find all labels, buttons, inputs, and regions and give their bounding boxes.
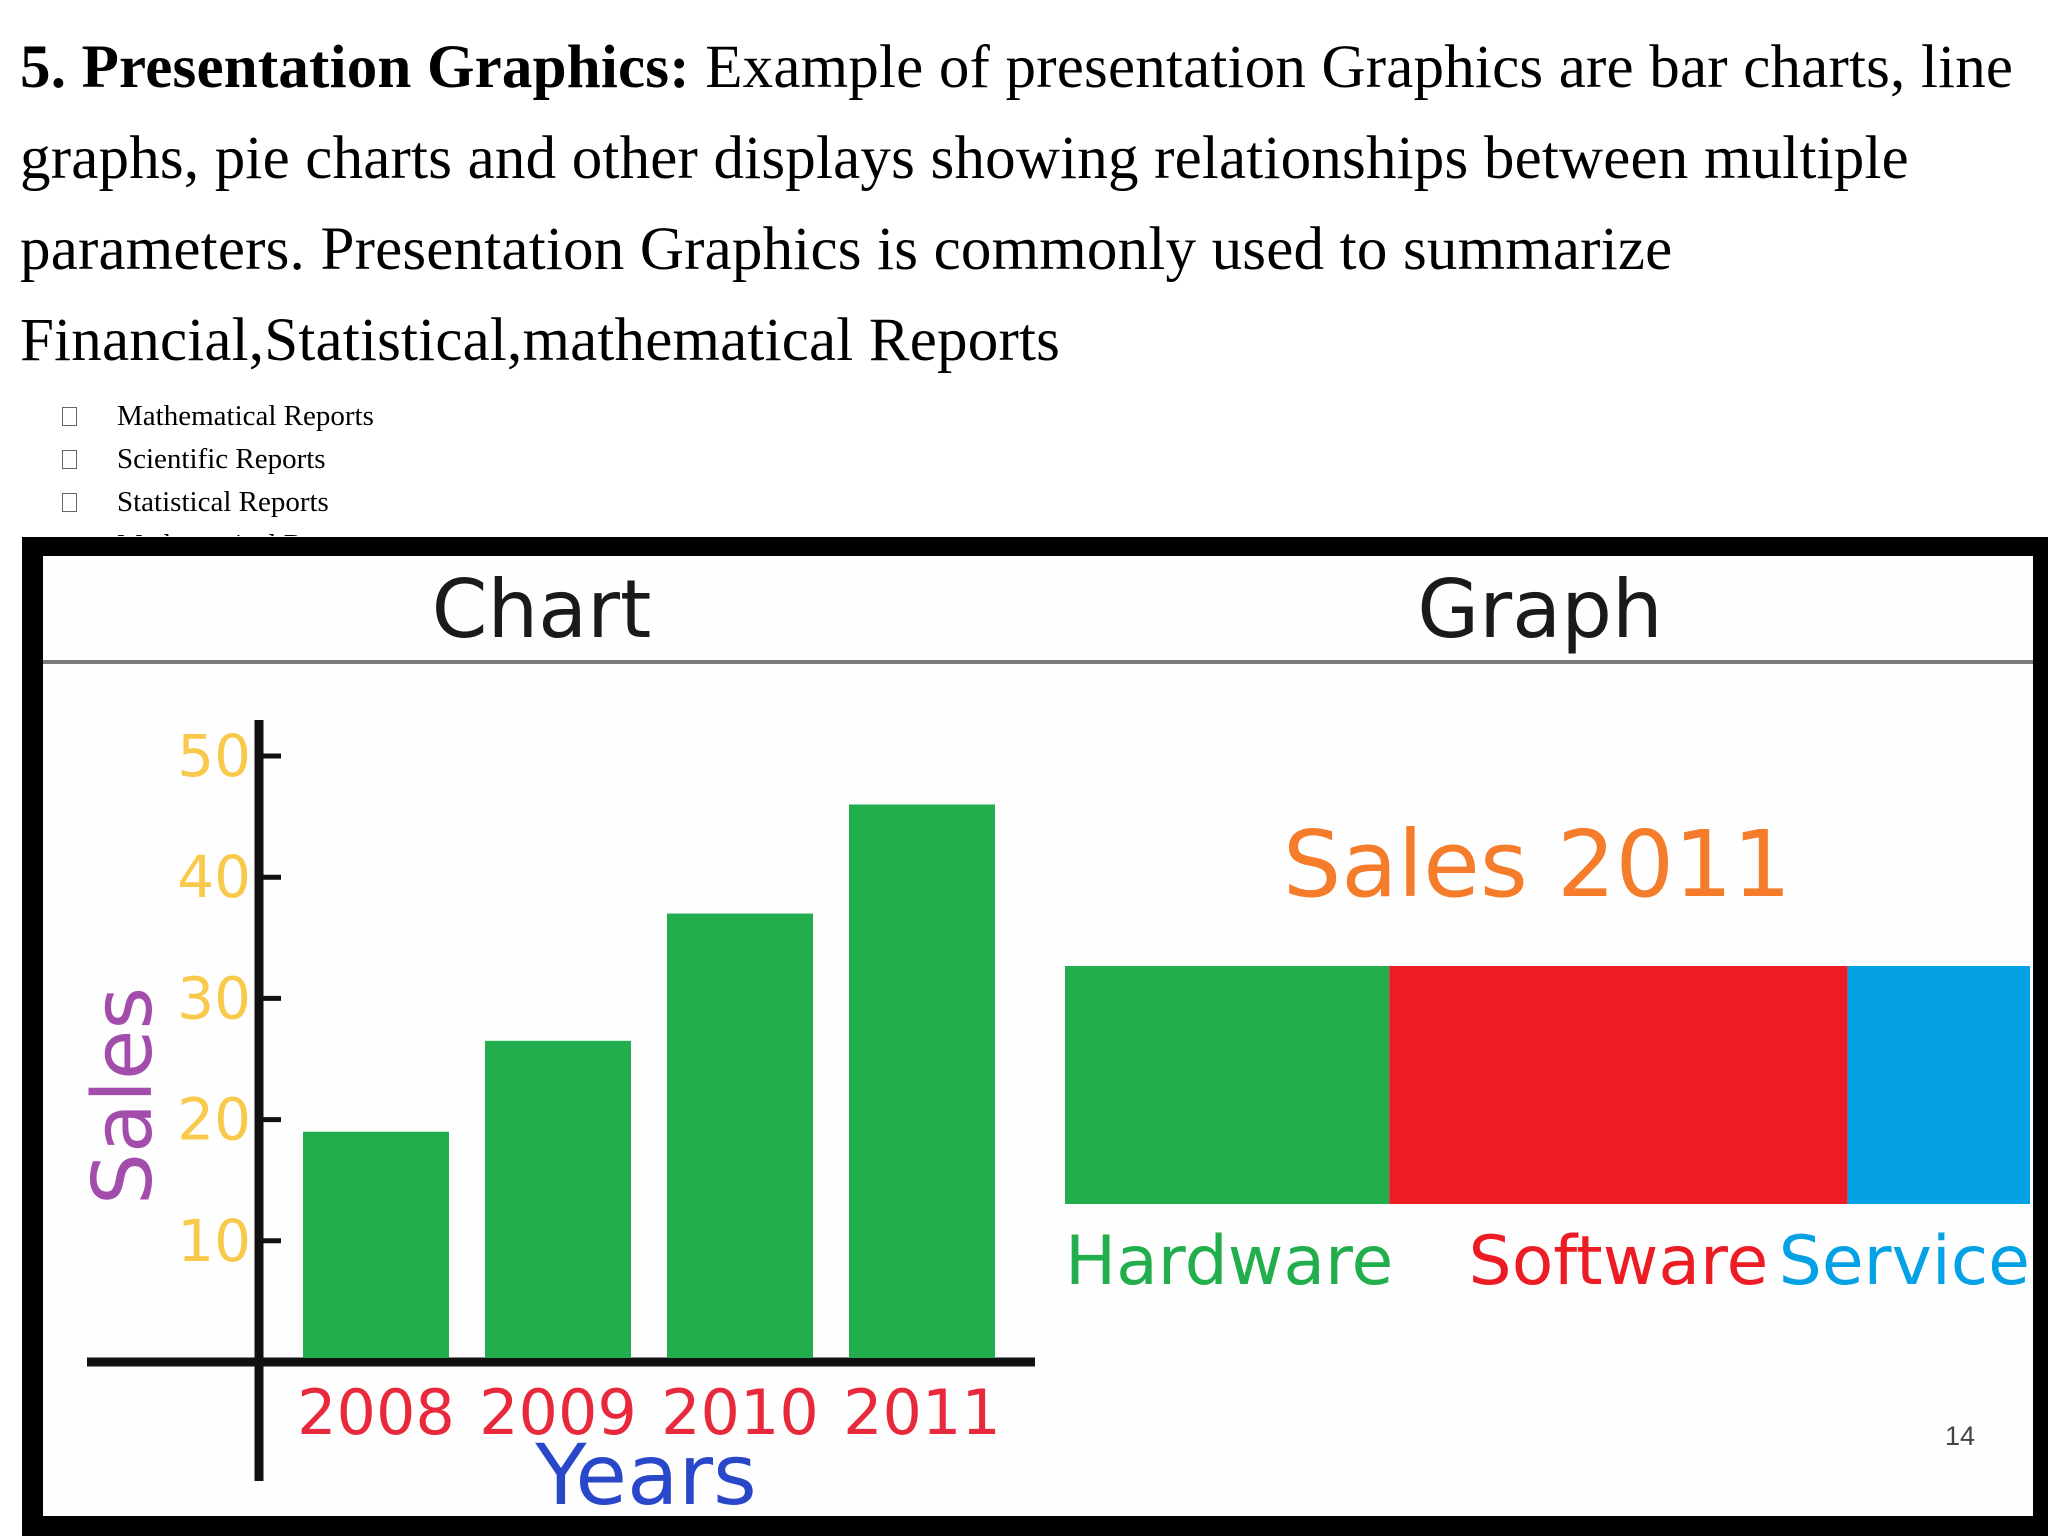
- illustration-panel: Chart 10 20 30 40 50 Sales 2008 2009 2010 2011 Yea…: [22, 537, 2048, 1536]
- bar: [849, 804, 995, 1358]
- bullet-text: Mathematical Reports: [117, 400, 374, 432]
- segment-label: Service: [1779, 1222, 2030, 1301]
- y-tick-label: 40: [177, 843, 251, 911]
- bar: [303, 1131, 449, 1358]
- graph-pane-title: Graph: [1047, 556, 2033, 664]
- list-item: Statistical Reports: [62, 481, 374, 524]
- bar: [667, 913, 813, 1358]
- x-tick-label: 2011: [843, 1376, 1001, 1449]
- chart-pane: Chart 10 20 30 40 50 Sales 2008 2009 2010 2011 Yea…: [43, 556, 1050, 1516]
- y-axis-label: Sales: [76, 987, 171, 1205]
- segment-label: Hardware: [1065, 1222, 1393, 1301]
- x-axis-label: Years: [534, 1426, 757, 1516]
- bar-chart: 10 20 30 40 50 Sales 2008 2009 2010 2011 Years: [76, 720, 1035, 1516]
- stacked-bar-graph: Sales 2011 Hardware Software Service: [1065, 811, 2030, 1301]
- x-tick-label: 2008: [297, 1376, 455, 1449]
- bullet-list: Mathematical Reports Scientific Reports …: [62, 395, 374, 536]
- x-tick-label: 2010: [661, 1376, 819, 1449]
- y-tick-label: 50: [177, 722, 251, 790]
- y-tick-label: 30: [177, 964, 251, 1032]
- graph-pane: Graph Sales 2011 Hardware Software Service …: [1047, 556, 2033, 1516]
- y-tick-label: 20: [177, 1086, 251, 1154]
- chart-pane-title: Chart: [43, 556, 1050, 664]
- bar: [485, 1040, 631, 1358]
- list-item-partial: Mathematical Reports: [62, 524, 374, 536]
- x-tick-label: 2009: [479, 1376, 637, 1449]
- stack-segment: [1065, 966, 1390, 1204]
- section-heading: 5. Presentation Graphics:: [20, 34, 690, 101]
- bullet-box-icon: [62, 493, 77, 512]
- bullet-text: Scientific Reports: [117, 443, 326, 475]
- graph-title: Sales 2011: [1283, 811, 1791, 918]
- bullet-box-icon: [62, 407, 77, 426]
- y-tick-label: 10: [177, 1207, 251, 1275]
- stack-segment: [1389, 966, 1848, 1204]
- list-item: Mathematical Reports: [62, 395, 374, 438]
- bullet-text: Mathematical Reports: [117, 524, 374, 536]
- bullet-text: Statistical Reports: [117, 486, 329, 518]
- intro-paragraph: 5. Presentation Graphics: Example of pre…: [20, 22, 2030, 386]
- list-item: Scientific Reports: [62, 438, 374, 481]
- page-number: 14: [1944, 1421, 1975, 1451]
- paragraph-body: Example of presentation Graphics are bar…: [20, 34, 2014, 374]
- stack-segment: [1847, 966, 2030, 1204]
- segment-label: Software: [1469, 1222, 1769, 1301]
- bullet-box-icon: [62, 450, 77, 469]
